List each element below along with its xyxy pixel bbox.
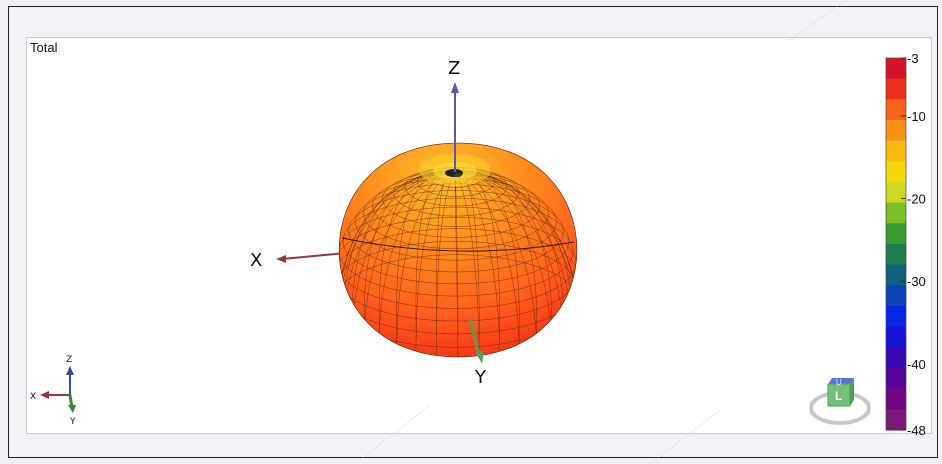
orientation-triad [40,366,76,413]
color-bar-segment [886,306,906,328]
y-axis-arrow [468,319,484,364]
color-bar-tick-label: -48 [907,423,926,438]
color-bar-segment [886,120,906,142]
mesh-longitude [339,170,456,357]
color-bar-segment [886,140,906,162]
view-cube-front-label: L [835,389,842,403]
color-bar-segment [886,202,906,224]
y-axis-label: Y [474,367,487,388]
color-bar-tick-label: -20 [907,192,926,207]
color-bar-segment [886,223,906,245]
color-bar-segment [886,182,906,204]
triad-x-label: X [30,392,36,402]
color-bar-tick-label: -40 [907,357,926,372]
color-bar-segment [886,347,906,369]
triad-z-label: Z [66,355,72,365]
mesh-longitude [339,170,456,357]
view-cube[interactable] [809,378,871,425]
mesh-longitude [454,170,577,357]
color-bar-segment [886,368,906,390]
radiation-pattern [338,142,578,358]
x-axis-arrow [276,252,347,263]
color-bar-segment [886,244,906,266]
color-bar-segment [886,264,906,286]
color-bar-border [885,57,907,431]
mesh-longitude [454,170,501,357]
color-bar-segment [886,326,906,348]
color-bar-tick-label: -3 [907,51,919,66]
color-bar-segment [886,409,906,431]
color-bar: -3 -10 -20 -30 -40 -48 [885,51,926,438]
color-bar-segment [886,78,906,100]
mesh-longitude [454,170,577,357]
z-axis-label: Z [448,58,460,79]
color-bar-segment [886,99,906,121]
color-bar-segment [886,388,906,410]
mesh-latitude [339,254,577,348]
view-cube-top-label: U [836,378,842,387]
color-bar-segment [886,285,906,307]
color-bar-segment [886,161,906,183]
watermark [359,0,847,464]
color-bar-tick-label: -10 [907,109,926,124]
color-bar-segment [886,58,906,80]
x-axis-label: X [250,250,262,271]
mesh-longitude [454,170,577,353]
triad-y-label: Y [69,417,76,427]
color-bar-tick-label: -30 [907,274,926,289]
mesh-longitude [415,170,456,357]
z-axis-arrow [451,82,459,172]
mesh-longitude [436,170,456,357]
panel-label: Total [30,40,58,55]
mesh-equator [341,237,575,252]
mesh-latitude [339,206,574,297]
